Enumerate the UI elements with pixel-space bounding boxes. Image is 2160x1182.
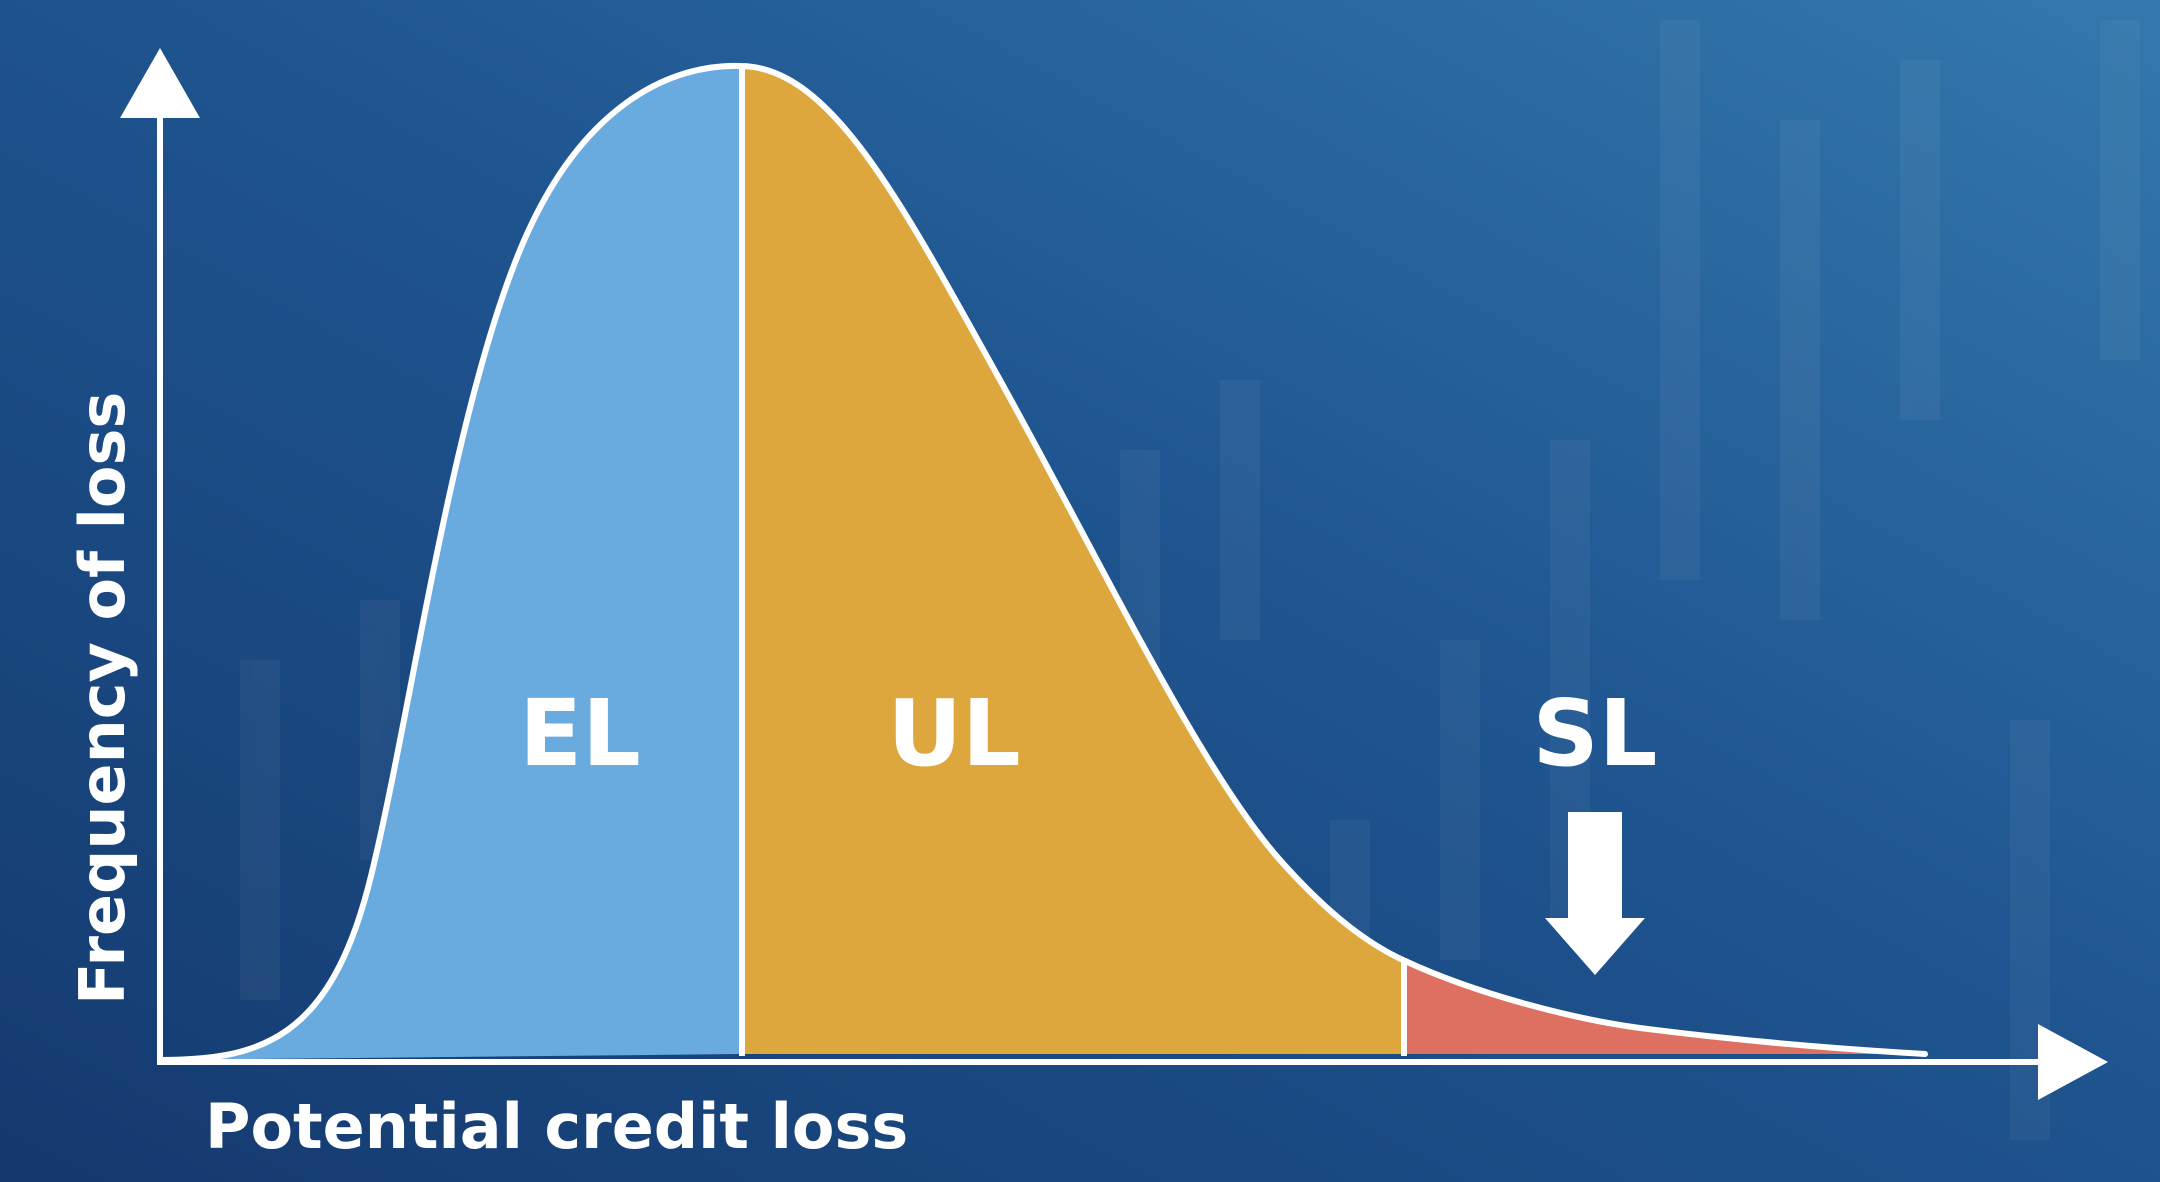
distribution-curve <box>157 62 1928 1063</box>
sl-label: SL <box>1533 680 1658 787</box>
y-axis-arrowhead-icon <box>120 48 200 118</box>
x-axis-label: Potential credit loss <box>205 1090 908 1163</box>
ul-label: UL <box>887 680 1020 787</box>
el-label: EL <box>519 680 640 787</box>
x-axis-arrowhead-icon <box>2038 1024 2108 1100</box>
y-axis-label: Frequency of loss <box>66 392 139 1005</box>
el-region <box>160 65 740 1061</box>
down-arrow-icon <box>1545 812 1645 975</box>
sl-region <box>1403 960 1925 1054</box>
